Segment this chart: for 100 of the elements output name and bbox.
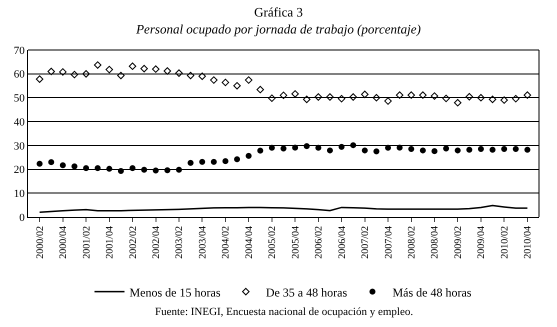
point bbox=[36, 160, 43, 167]
point bbox=[141, 166, 148, 173]
point bbox=[338, 94, 346, 102]
point bbox=[408, 91, 415, 99]
line-series bbox=[38, 204, 528, 213]
x-tick-label: 2003/02 bbox=[174, 226, 186, 259]
y-tick-label: 10 bbox=[14, 188, 26, 200]
x-tick-label: 2009/04 bbox=[476, 226, 488, 259]
x-tick-label: 2006/04 bbox=[336, 226, 348, 259]
point bbox=[234, 156, 240, 162]
point bbox=[140, 64, 148, 72]
point bbox=[466, 93, 474, 101]
point bbox=[210, 158, 217, 165]
point bbox=[188, 160, 194, 166]
x-tick-label: 2006/02 bbox=[314, 226, 325, 259]
x-tick-label: 2000/02 bbox=[34, 226, 46, 259]
y-tick-label: 30 bbox=[14, 140, 26, 152]
x-tick-label: 2007/02 bbox=[360, 226, 372, 259]
point bbox=[94, 61, 102, 69]
point bbox=[315, 144, 322, 151]
source-note: Fuente: INEGI, Encuesta nacional de ocupación y empleo. bbox=[155, 306, 414, 318]
point bbox=[488, 96, 496, 104]
point bbox=[454, 147, 461, 154]
y-tick-label: 0 bbox=[19, 212, 26, 224]
point bbox=[117, 72, 125, 80]
point bbox=[408, 146, 414, 152]
x-tick-label: 2001/04 bbox=[104, 226, 116, 259]
x-tick-label: 2005/04 bbox=[290, 226, 302, 259]
point bbox=[152, 65, 160, 73]
point bbox=[501, 146, 508, 152]
y-tick-label: 40 bbox=[14, 116, 26, 128]
chart-subtitle: Personal ocupado por jornada de trabajo (porcentaje) bbox=[135, 21, 421, 36]
x-tick-label: 2010/04 bbox=[522, 226, 534, 259]
point bbox=[246, 152, 252, 159]
point bbox=[314, 93, 322, 101]
point bbox=[302, 96, 310, 104]
point bbox=[280, 146, 286, 152]
x-tick-label: 2004/04 bbox=[244, 226, 255, 259]
point bbox=[466, 146, 472, 153]
point bbox=[419, 91, 427, 99]
point bbox=[292, 144, 298, 151]
point bbox=[362, 147, 368, 154]
point bbox=[396, 91, 404, 99]
point bbox=[47, 68, 55, 76]
x-tick-label: 2008/04 bbox=[430, 226, 441, 259]
point bbox=[176, 166, 182, 173]
point bbox=[257, 148, 264, 154]
point bbox=[83, 165, 90, 172]
point bbox=[326, 93, 334, 101]
point bbox=[199, 158, 206, 165]
legend-label: Más de 48 horas bbox=[392, 285, 472, 300]
point bbox=[164, 167, 170, 174]
point bbox=[512, 94, 520, 102]
chart-title: Gráfica 3 bbox=[254, 4, 303, 20]
y-tick-label: 20 bbox=[14, 164, 26, 176]
point bbox=[71, 163, 78, 170]
point bbox=[384, 97, 392, 105]
point bbox=[280, 92, 288, 100]
x-tick-label: 2010/02 bbox=[499, 226, 510, 259]
point bbox=[338, 144, 345, 150]
point bbox=[233, 82, 241, 90]
point bbox=[454, 98, 462, 106]
point bbox=[372, 94, 380, 102]
point bbox=[256, 86, 264, 94]
x-tick-label: 2003/04 bbox=[197, 226, 208, 259]
x-tick-label: 2002/04 bbox=[151, 226, 162, 259]
point bbox=[118, 168, 124, 174]
x-tick-label: 2000/04 bbox=[58, 226, 70, 259]
point bbox=[164, 67, 172, 75]
x-tick-label: 2001/02 bbox=[81, 226, 92, 259]
point bbox=[349, 93, 357, 101]
point bbox=[36, 75, 44, 83]
point bbox=[326, 147, 333, 154]
point bbox=[361, 90, 369, 98]
point bbox=[350, 142, 356, 148]
y-tick-label: 60 bbox=[14, 68, 26, 81]
point bbox=[48, 159, 54, 166]
x-tick-label: 2005/02 bbox=[267, 226, 278, 259]
point bbox=[524, 146, 530, 153]
point bbox=[443, 146, 450, 152]
point bbox=[524, 91, 532, 99]
point bbox=[175, 69, 183, 77]
point bbox=[186, 72, 194, 80]
point bbox=[244, 76, 252, 84]
point bbox=[490, 146, 496, 153]
point bbox=[70, 70, 78, 78]
y-tick-label: 50 bbox=[14, 92, 26, 105]
y-tick-label: 70 bbox=[14, 44, 26, 57]
point bbox=[130, 165, 136, 172]
point bbox=[210, 76, 218, 84]
point bbox=[59, 68, 67, 76]
point bbox=[430, 92, 438, 100]
x-tick-label: 2008/02 bbox=[406, 226, 418, 259]
x-tick-label: 2002/02 bbox=[128, 226, 139, 259]
point bbox=[60, 162, 66, 168]
legend-label: De 35 a 48 horas bbox=[266, 285, 348, 300]
x-tick-label: 2004/02 bbox=[220, 226, 232, 259]
point bbox=[477, 94, 485, 102]
point bbox=[373, 148, 380, 154]
legend-label: Menos de 15 horas bbox=[130, 285, 221, 300]
